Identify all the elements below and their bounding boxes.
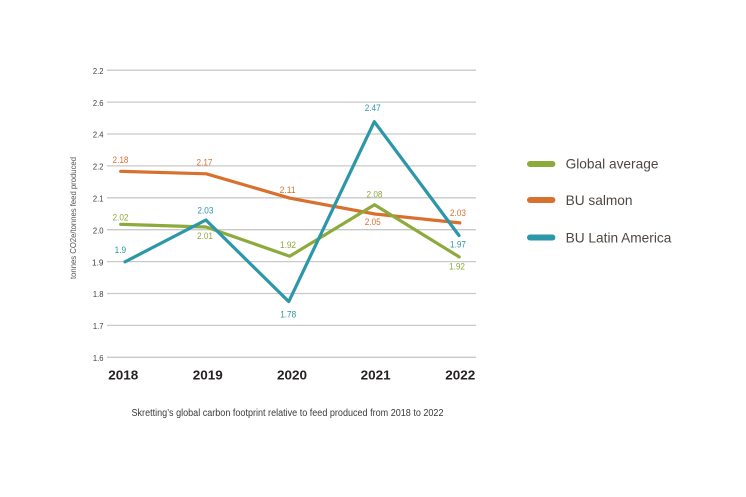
svg-text:1.6: 1.6 <box>93 354 104 363</box>
svg-text:2.01: 2.01 <box>197 231 213 241</box>
svg-text:2.6: 2.6 <box>93 99 104 108</box>
svg-text:2.05: 2.05 <box>365 217 381 227</box>
svg-text:2.2: 2.2 <box>93 163 104 172</box>
svg-text:2.17: 2.17 <box>197 158 213 168</box>
svg-text:1.7: 1.7 <box>93 322 104 331</box>
svg-text:2.02: 2.02 <box>113 213 129 223</box>
svg-text:2.0: 2.0 <box>93 226 104 235</box>
svg-text:2.2: 2.2 <box>93 67 104 76</box>
svg-text:BU Latin America: BU Latin America <box>566 230 672 245</box>
svg-text:1.9: 1.9 <box>115 245 127 255</box>
svg-text:BU salmon: BU salmon <box>566 193 633 208</box>
svg-text:2021: 2021 <box>361 367 391 382</box>
svg-text:2.47: 2.47 <box>365 103 381 113</box>
svg-text:2022: 2022 <box>445 367 475 382</box>
svg-text:2019: 2019 <box>193 367 223 382</box>
svg-text:2.03: 2.03 <box>450 208 466 218</box>
svg-text:2.4: 2.4 <box>93 131 104 140</box>
svg-text:2.1: 2.1 <box>93 195 104 204</box>
svg-text:2.18: 2.18 <box>113 155 129 165</box>
svg-text:2020: 2020 <box>277 367 307 382</box>
svg-text:2018: 2018 <box>108 367 138 382</box>
svg-text:1.92: 1.92 <box>449 261 465 271</box>
svg-text:tonnes CO2e/tonnes feed produc: tonnes CO2e/tonnes feed produced <box>68 157 78 279</box>
svg-text:1.8: 1.8 <box>93 290 104 299</box>
svg-text:1.78: 1.78 <box>280 309 296 319</box>
svg-text:Skretting’s global carbon foot: Skretting’s global carbon footprint rela… <box>132 408 444 419</box>
svg-text:1.92: 1.92 <box>280 240 296 250</box>
svg-text:Global average: Global average <box>566 157 659 172</box>
svg-text:1.9: 1.9 <box>92 258 104 267</box>
svg-text:1.97: 1.97 <box>450 240 466 250</box>
svg-text:2.08: 2.08 <box>367 190 383 200</box>
svg-text:2.11: 2.11 <box>280 185 296 195</box>
svg-text:2.03: 2.03 <box>197 205 213 215</box>
